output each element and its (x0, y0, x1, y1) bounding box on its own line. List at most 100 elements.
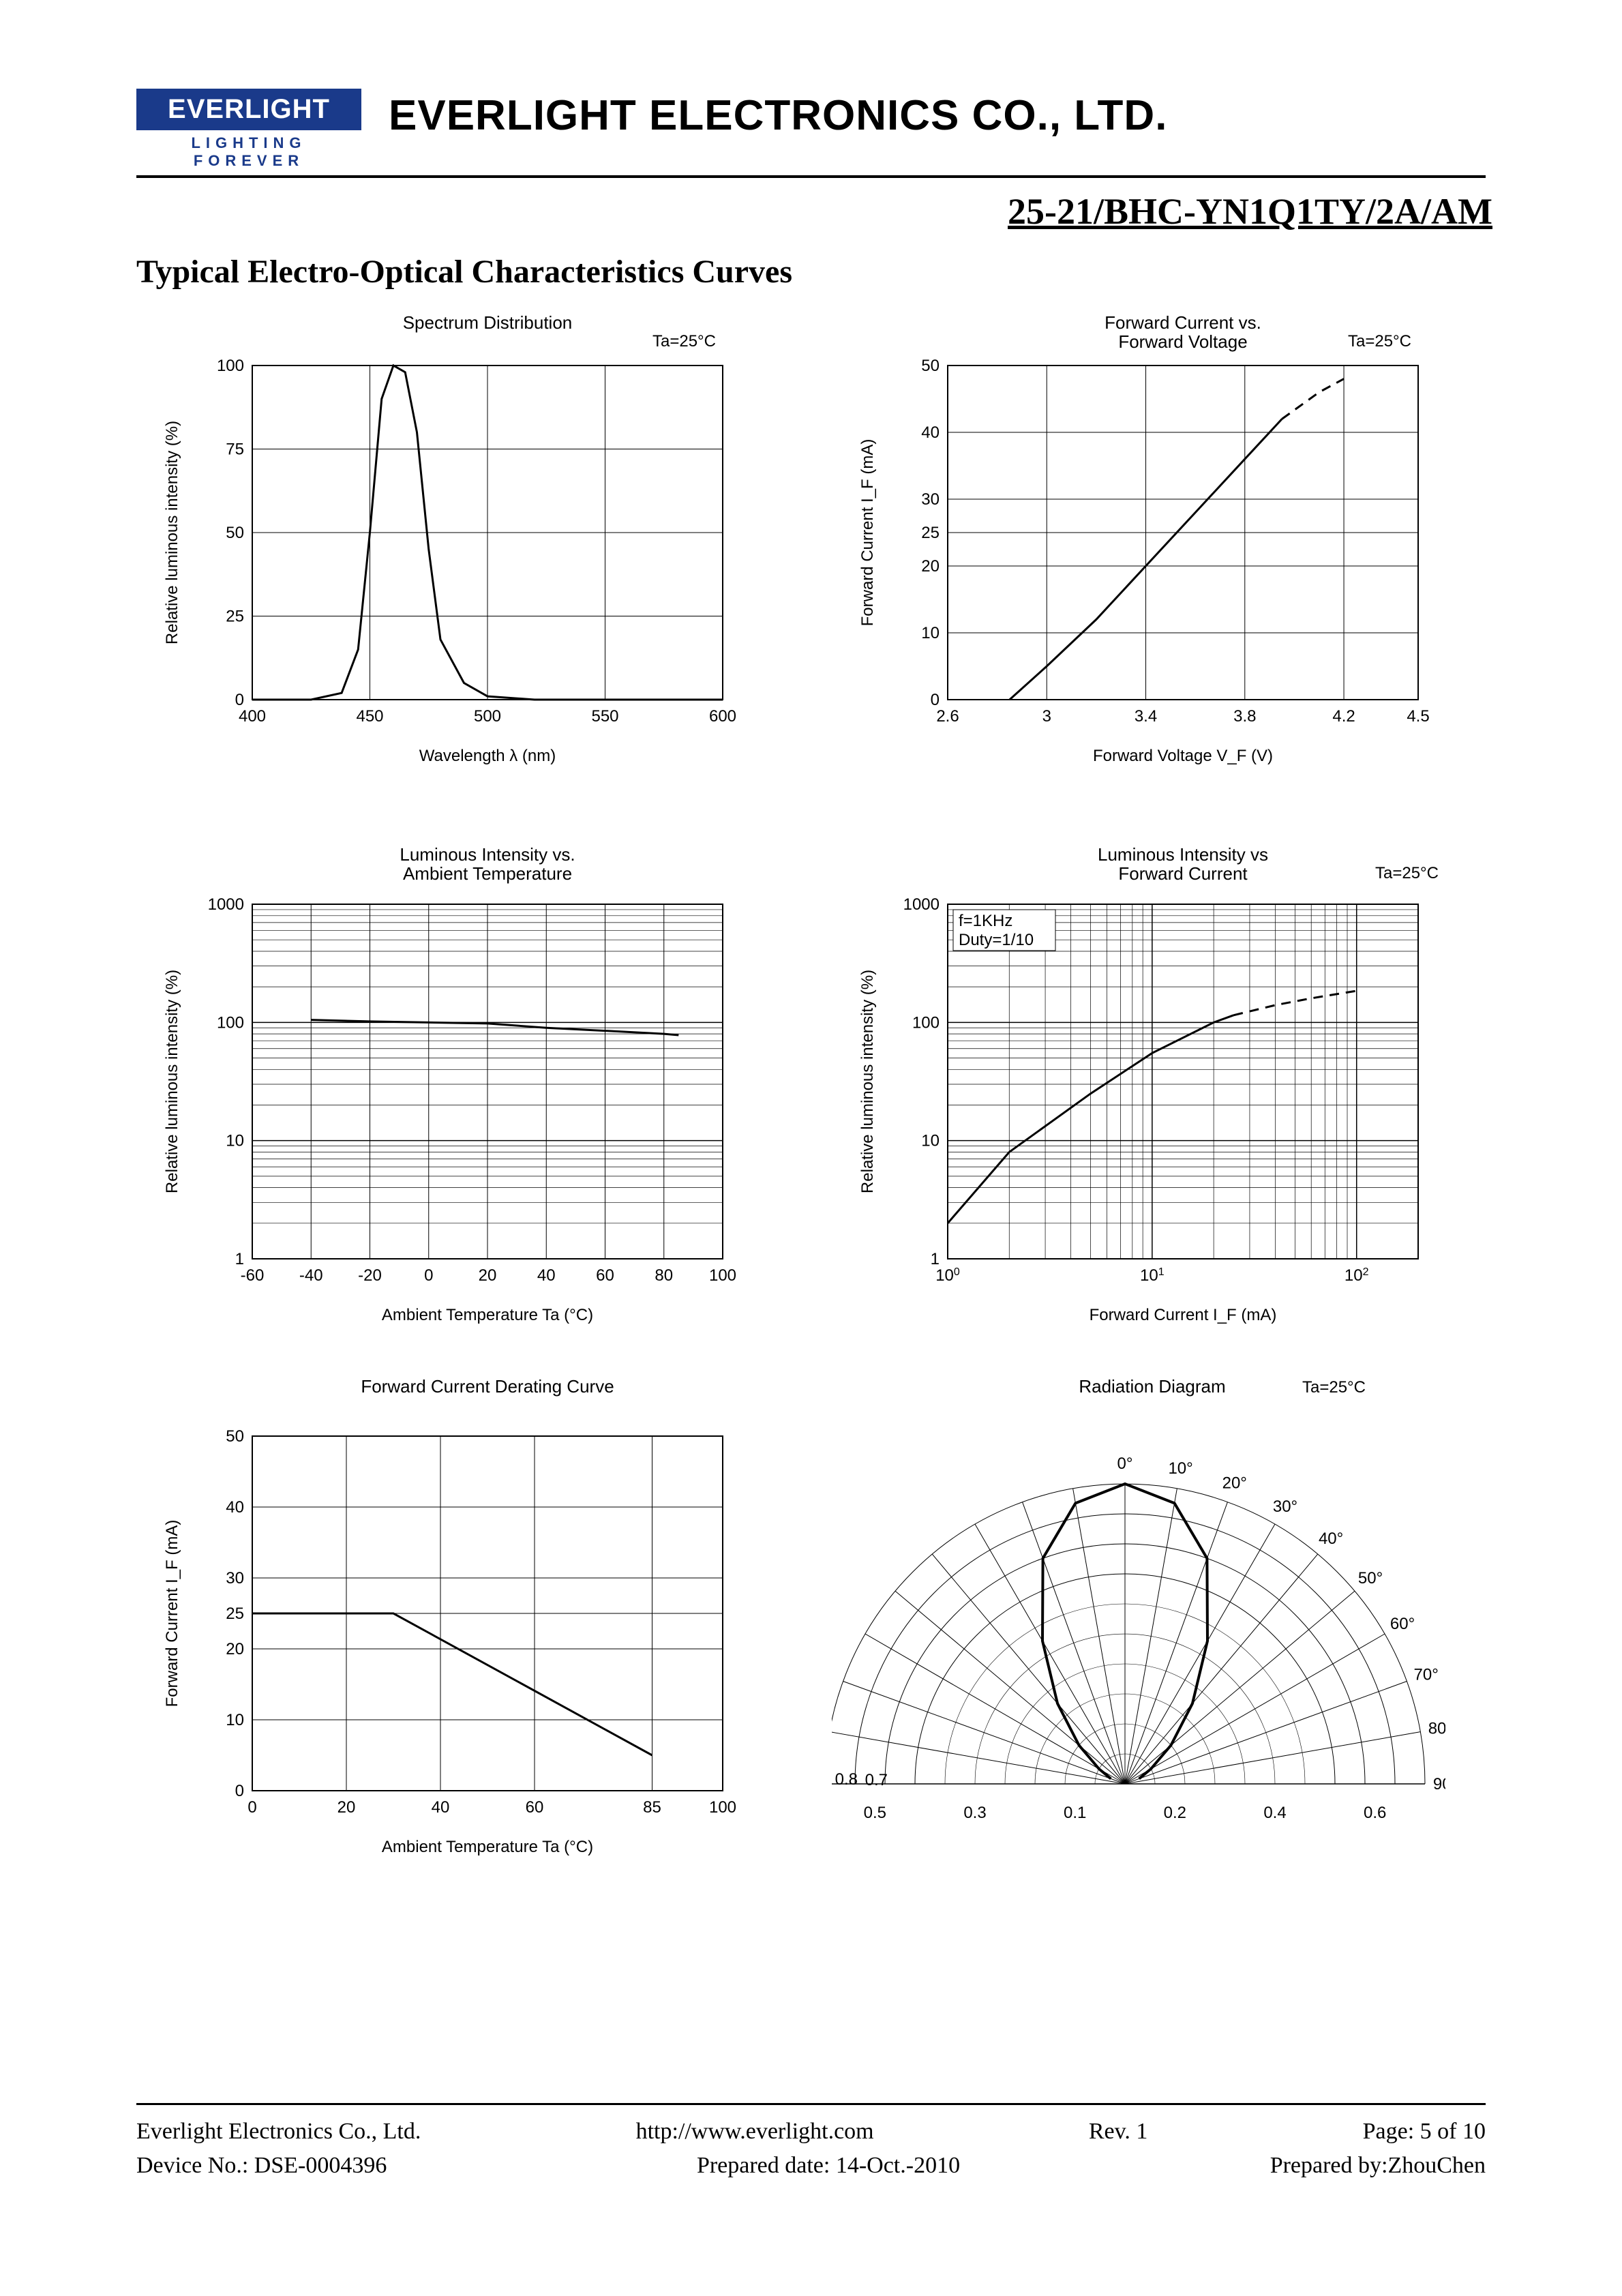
svg-text:400: 400 (239, 707, 266, 726)
svg-text:40: 40 (432, 1798, 450, 1817)
svg-text:25: 25 (921, 524, 940, 542)
svg-text:Forward Voltage V_F (V): Forward Voltage V_F (V) (1092, 747, 1272, 765)
svg-text:-40: -40 (299, 1266, 323, 1285)
svg-text:-20: -20 (358, 1266, 382, 1285)
svg-text:50: 50 (226, 1427, 244, 1446)
svg-text:70°: 70° (1413, 1665, 1438, 1684)
page-header: EVERLIGHT LIGHTING FOREVER EVERLIGHT ELE… (136, 89, 1486, 178)
svg-text:0.8: 0.8 (835, 1770, 857, 1789)
svg-text:Relative luminous intensity (: Relative luminous intensity (%) (858, 970, 877, 1193)
footer-prepared-date: Prepared date: 14-Oct.-2010 (697, 2153, 960, 2179)
chart-radiation: Radiation DiagramTa=25°C0°10°20°30°40°50… (832, 1368, 1486, 1873)
footer-company: Everlight Electronics Co., Ltd. (136, 2119, 421, 2145)
svg-text:Ta=25°C: Ta=25°C (1302, 1378, 1366, 1397)
svg-text:50°: 50° (1357, 1569, 1382, 1587)
svg-text:1000: 1000 (903, 895, 939, 914)
svg-text:40°: 40° (1318, 1530, 1342, 1548)
company-title: EVERLIGHT ELECTRONICS CO., LTD. (389, 89, 1167, 140)
svg-text:Ambient Temperature Ta (°C): Ambient Temperature Ta (°C) (382, 1838, 593, 1856)
svg-text:80°: 80° (1428, 1719, 1445, 1738)
svg-text:Ta=25°C: Ta=25°C (652, 332, 716, 351)
svg-text:0°: 0° (1117, 1455, 1132, 1473)
svg-text:Relative luminous intensity (: Relative luminous intensity (%) (163, 421, 181, 644)
svg-text:0: 0 (247, 1798, 256, 1817)
svg-text:0.2: 0.2 (1163, 1804, 1186, 1822)
svg-text:0: 0 (930, 691, 939, 709)
svg-text:1: 1 (235, 1250, 244, 1268)
svg-text:30: 30 (921, 490, 940, 509)
svg-text:Ta=25°C: Ta=25°C (1348, 332, 1411, 351)
svg-text:0: 0 (424, 1266, 433, 1285)
svg-text:20°: 20° (1222, 1474, 1246, 1492)
footer-prepared-by: Prepared by:ZhouChen (1270, 2153, 1486, 2179)
svg-text:Relative luminous intensity (: Relative luminous intensity (%) (163, 970, 181, 1193)
svg-text:100: 100 (217, 1013, 244, 1032)
svg-text:80: 80 (655, 1266, 673, 1285)
svg-text:3.8: 3.8 (1233, 707, 1256, 726)
svg-text:40: 40 (921, 423, 940, 442)
svg-text:90°: 90° (1432, 1775, 1445, 1793)
chart-derating: Forward Current Derating Curve0204060851… (136, 1368, 791, 1873)
svg-text:102: 102 (1344, 1266, 1368, 1285)
svg-text:500: 500 (474, 707, 501, 726)
svg-text:Forward Current I_F (mA): Forward Current I_F (mA) (858, 439, 877, 627)
footer-rev: Rev. 1 (1089, 2119, 1148, 2145)
svg-text:0.7: 0.7 (865, 1771, 887, 1789)
svg-text:10: 10 (226, 1132, 244, 1150)
footer-device-no: Device No.: DSE-0004396 (136, 2153, 387, 2179)
svg-text:Ambient Temperature Ta (°C): Ambient Temperature Ta (°C) (382, 1306, 593, 1324)
svg-text:10: 10 (226, 1711, 244, 1729)
svg-text:100: 100 (912, 1013, 939, 1032)
svg-text:50: 50 (226, 524, 244, 542)
svg-text:85: 85 (643, 1798, 661, 1817)
svg-text:1000: 1000 (208, 895, 244, 914)
svg-text:25: 25 (226, 608, 244, 626)
svg-text:4.5: 4.5 (1407, 707, 1429, 726)
section-title: Typical Electro-Optical Characteristics … (136, 253, 1486, 290)
svg-text:101: 101 (1140, 1266, 1165, 1285)
svg-text:60: 60 (526, 1798, 544, 1817)
svg-text:0.1: 0.1 (1063, 1804, 1085, 1822)
svg-text:20: 20 (479, 1266, 497, 1285)
svg-text:25: 25 (226, 1605, 244, 1623)
svg-text:Forward Current I_F (mA): Forward Current I_F (mA) (163, 1520, 181, 1708)
svg-text:30: 30 (226, 1569, 244, 1587)
svg-text:-60: -60 (241, 1266, 265, 1285)
svg-text:2.6: 2.6 (936, 707, 959, 726)
svg-text:60°: 60° (1390, 1615, 1414, 1633)
charts-grid: Spectrum DistributionTa=25°C400450500550… (136, 304, 1486, 1873)
svg-text:Ta=25°C: Ta=25°C (1375, 864, 1439, 882)
svg-text:0.3: 0.3 (963, 1804, 986, 1822)
svg-text:10: 10 (921, 624, 940, 642)
svg-text:100: 100 (709, 1798, 736, 1817)
footer-page: Page: 5 of 10 (1363, 2119, 1486, 2145)
svg-text:50: 50 (921, 357, 940, 375)
svg-text:100: 100 (709, 1266, 736, 1285)
svg-text:Spectrum Distribution: Spectrum Distribution (403, 312, 573, 333)
svg-text:3: 3 (1042, 707, 1051, 726)
svg-text:Forward Current vs.Forward Vol: Forward Current vs.Forward Voltage (1105, 312, 1261, 352)
svg-text:3.4: 3.4 (1134, 707, 1156, 726)
svg-text:10: 10 (921, 1132, 940, 1150)
svg-text:600: 600 (709, 707, 736, 726)
svg-text:0: 0 (235, 1782, 244, 1800)
chart-spectrum: Spectrum DistributionTa=25°C400450500550… (136, 304, 791, 809)
svg-text:Radiation Diagram: Radiation Diagram (1079, 1376, 1225, 1397)
svg-text:20: 20 (226, 1640, 244, 1658)
svg-text:60: 60 (596, 1266, 614, 1285)
svg-text:0.5: 0.5 (863, 1804, 886, 1822)
logo-tagline: LIGHTING FOREVER (136, 134, 361, 170)
svg-text:4.2: 4.2 (1332, 707, 1355, 726)
svg-text:0.6: 0.6 (1363, 1804, 1385, 1822)
svg-text:Wavelength λ (nm): Wavelength λ (nm) (419, 747, 556, 765)
footer-url: http://www.everlight.com (636, 2119, 874, 2145)
svg-text:Luminous Intensity vs.Ambient: Luminous Intensity vs.Ambient Temperatur… (400, 844, 575, 884)
svg-text:40: 40 (537, 1266, 556, 1285)
svg-text:Forward Current I_F (mA): Forward Current I_F (mA) (1089, 1306, 1276, 1324)
svg-text:550: 550 (591, 707, 618, 726)
svg-text:Luminous Intensity vsForward C: Luminous Intensity vsForward Current (1097, 844, 1267, 884)
svg-text:20: 20 (921, 557, 940, 576)
chart-temp: Luminous Intensity vs.Ambient Temperatur… (136, 836, 791, 1341)
chart-if: Luminous Intensity vsForward Current Ta=2… (832, 836, 1486, 1341)
chart-iv: Forward Current vs.Forward Voltage Ta=25°… (832, 304, 1486, 809)
